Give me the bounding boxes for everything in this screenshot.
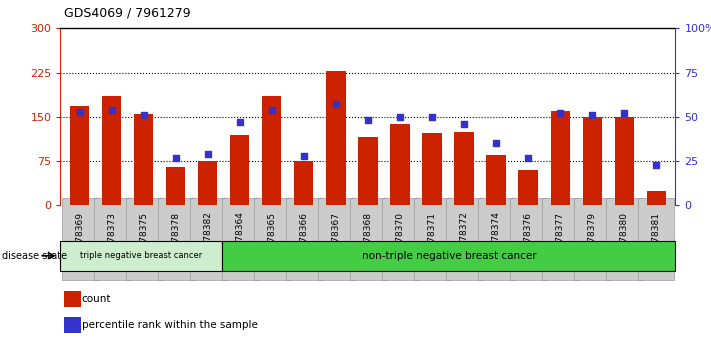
Bar — [64, 291, 81, 307]
Bar — [326, 71, 346, 205]
Text: GDS4069 / 7961279: GDS4069 / 7961279 — [64, 6, 191, 19]
Bar — [646, 190, 665, 205]
Point — [266, 107, 277, 113]
Text: non-triple negative breast cancer: non-triple negative breast cancer — [362, 251, 536, 261]
Point — [170, 155, 181, 160]
Bar — [198, 161, 218, 205]
Bar — [223, 241, 675, 271]
Point — [427, 114, 438, 120]
Point — [138, 112, 149, 118]
Bar — [518, 170, 538, 205]
Bar — [60, 241, 223, 271]
Bar — [294, 161, 314, 205]
Bar — [358, 137, 378, 205]
Point — [362, 118, 373, 123]
Bar — [422, 133, 442, 205]
Bar — [390, 124, 410, 205]
Point — [491, 141, 502, 146]
Bar — [262, 96, 282, 205]
Bar — [486, 155, 506, 205]
Point — [395, 114, 406, 120]
Text: triple negative breast cancer: triple negative breast cancer — [80, 251, 203, 260]
Bar — [64, 317, 81, 333]
Bar — [614, 117, 634, 205]
Point — [74, 109, 85, 114]
Bar — [70, 106, 90, 205]
Point — [106, 107, 117, 113]
Bar — [134, 114, 154, 205]
Point — [298, 153, 309, 159]
Text: disease state: disease state — [2, 251, 68, 261]
Text: percentile rank within the sample: percentile rank within the sample — [82, 320, 257, 330]
Bar — [166, 167, 186, 205]
Point — [330, 102, 341, 107]
Bar — [102, 96, 122, 205]
Bar — [230, 135, 250, 205]
Point — [619, 110, 630, 116]
Point — [234, 119, 245, 125]
Point — [651, 162, 662, 167]
Text: count: count — [82, 294, 111, 304]
Point — [202, 151, 213, 157]
Bar — [582, 117, 602, 205]
Point — [555, 110, 566, 116]
Point — [459, 121, 470, 127]
Point — [587, 112, 598, 118]
Point — [523, 155, 534, 160]
Bar — [550, 111, 570, 205]
Bar — [454, 132, 474, 205]
